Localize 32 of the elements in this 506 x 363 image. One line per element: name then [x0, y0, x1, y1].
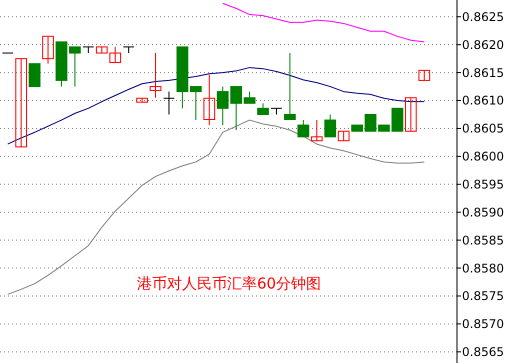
y-tick-label: 0.8605: [462, 122, 504, 136]
candlestick: [15, 58, 28, 148]
candlestick: [216, 86, 229, 126]
y-tick-label: 0.8595: [462, 177, 504, 192]
candlestick: [284, 52, 296, 120]
y-tick-label: 0.8565: [462, 345, 504, 360]
candlestick: [310, 120, 323, 142]
line-series: [222, 2, 425, 42]
y-tick-label: 0.8575: [462, 289, 504, 304]
y-tick-label: 0.8615: [462, 66, 504, 80]
candlestick: [163, 91, 175, 115]
text: 港币对人民币汇率60分钟图: [136, 274, 322, 292]
y-tick-label: 0.8625: [462, 10, 504, 24]
y-tick-label: 0.8570: [462, 317, 504, 332]
candlestick: [203, 74, 216, 126]
candlestick: [42, 36, 54, 64]
y-tick-label: 0.8610: [462, 94, 504, 108]
candlestick: [257, 102, 269, 115]
candlestick: [109, 46, 122, 64]
y-tick-label: 0.8585: [462, 233, 504, 248]
y-tick-label: 0.8580: [462, 261, 504, 276]
y-tick-label: 0.8590: [462, 205, 504, 220]
y-tick-label: 0.8600: [462, 150, 504, 164]
candlestick: [28, 63, 40, 88]
candlestick: [324, 114, 336, 138]
candlestick: [150, 52, 162, 98]
candlestick: [404, 97, 417, 132]
line-series: [7, 67, 425, 145]
candlestick: [297, 120, 310, 138]
y-tick-label: 0.8620: [462, 38, 504, 52]
candlestick: [338, 130, 350, 142]
candlestick: [418, 70, 430, 81]
